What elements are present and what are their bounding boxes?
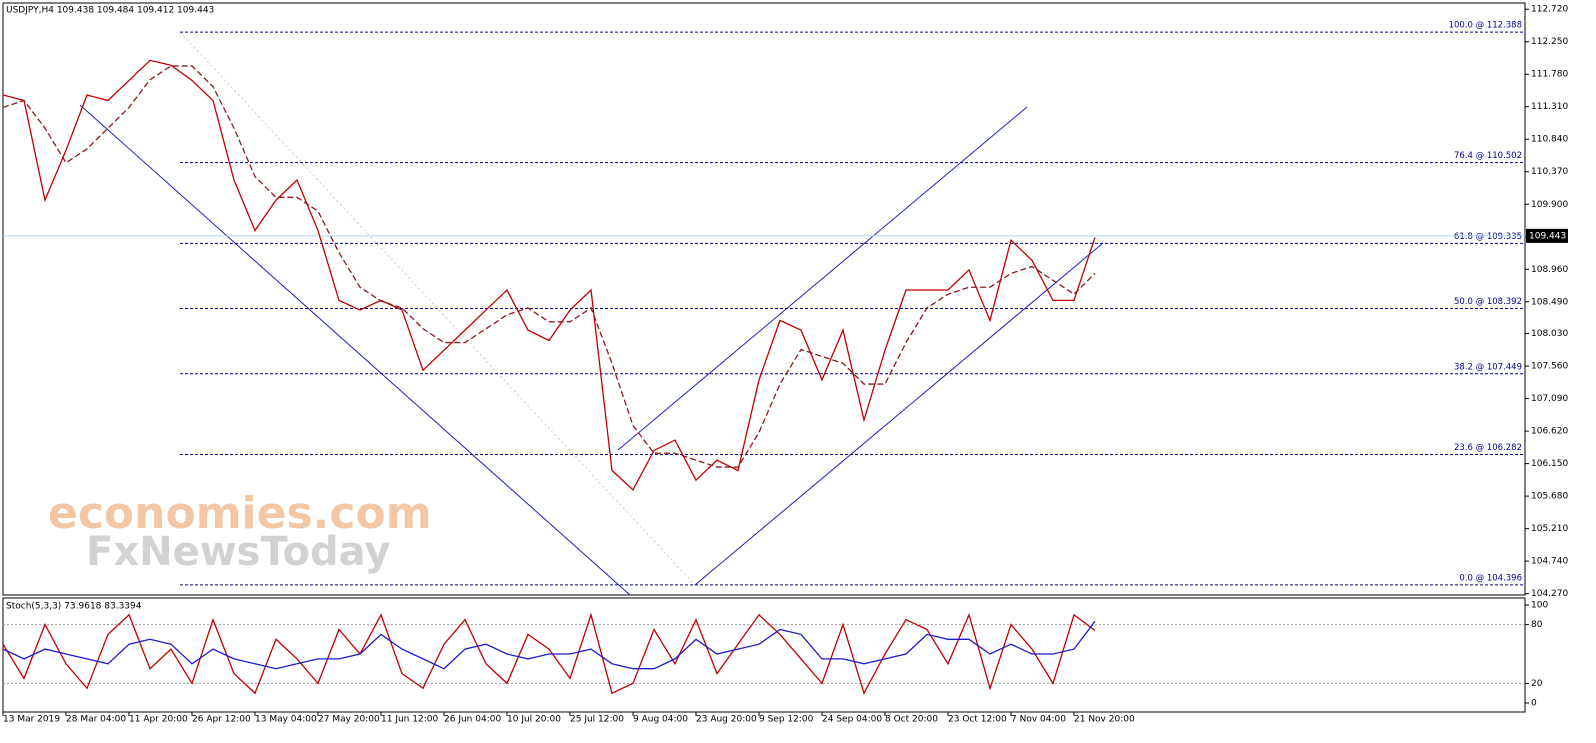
watermark-text: FxNewsToday xyxy=(86,529,390,575)
series-line xyxy=(2,65,1096,468)
x-tick-label: 26 Jun 04:00 xyxy=(444,715,501,725)
x-tick-label: 9 Aug 04:00 xyxy=(633,715,688,725)
fib-label: 38.2 @ 107.449 xyxy=(1454,362,1522,372)
x-tick-label: 10 Jul 20:00 xyxy=(507,715,561,725)
y-tick-label: 110.840 xyxy=(1531,135,1568,145)
x-tick-label: 28 Mar 04:00 xyxy=(66,715,126,725)
y-tick-label: 106.150 xyxy=(1531,459,1568,469)
y-tick-label: 110.370 xyxy=(1531,167,1568,177)
x-tick-label: 13 May 04:00 xyxy=(255,715,317,725)
y-tick-label: 20 xyxy=(1531,679,1543,689)
x-tick-label: 8 Oct 20:00 xyxy=(885,715,938,725)
y-tick-label: 100 xyxy=(1531,601,1548,611)
price-box xyxy=(1526,228,1568,243)
fib-label: 76.4 @ 110.502 xyxy=(1454,151,1522,161)
y-tick-label: 107.560 xyxy=(1531,362,1568,372)
y-tick-label: 106.620 xyxy=(1531,427,1568,437)
y-tick-label: 111.780 xyxy=(1531,70,1568,80)
x-tick-label: 13 Mar 2019 xyxy=(3,715,60,725)
y-tick-label: 111.310 xyxy=(1531,102,1568,112)
y-tick-label: 109.900 xyxy=(1531,200,1568,210)
y-tick-label: 0 xyxy=(1531,699,1537,709)
y-tick-label: 108.960 xyxy=(1531,265,1568,275)
series-line xyxy=(2,612,1096,695)
fib-label: 50.0 @ 108.392 xyxy=(1454,297,1522,307)
y-tick-label: 80 xyxy=(1531,620,1543,630)
y-tick-label: 112.720 xyxy=(1531,5,1568,15)
trendline xyxy=(79,104,631,596)
y-tick-label: 108.030 xyxy=(1531,329,1568,339)
series-line xyxy=(2,620,1096,670)
watermark: economies.com FxNewsToday xyxy=(48,488,432,575)
stoch-panel xyxy=(2,597,1526,713)
y-tick-label: 104.740 xyxy=(1531,557,1568,567)
fib-label: 100.0 @ 112.388 xyxy=(1449,21,1522,31)
x-tick-label: 21 Nov 20:00 xyxy=(1074,715,1135,725)
y-tick-label: 105.680 xyxy=(1531,492,1568,502)
trendline xyxy=(617,106,1028,451)
y-tick-label: 104.270 xyxy=(1531,589,1568,599)
x-tick-label: 26 Apr 12:00 xyxy=(192,715,251,725)
x-tick-label: 11 Jun 12:00 xyxy=(381,715,438,725)
x-tick-label: 24 Sep 04:00 xyxy=(822,715,882,725)
x-tick-label: 9 Sep 12:00 xyxy=(759,715,814,725)
x-tick-label: 11 Apr 20:00 xyxy=(129,715,188,725)
x-tick-label: 25 Jul 12:00 xyxy=(570,715,624,725)
y-tick-label: 108.490 xyxy=(1531,297,1568,307)
fib-label: 23.6 @ 106.282 xyxy=(1454,443,1522,453)
price-panel xyxy=(2,2,1526,596)
y-tick-label: 107.090 xyxy=(1531,394,1568,404)
trendline xyxy=(694,242,1104,586)
indicator-title: Stoch(5,3,3) 73.9618 83.3394 xyxy=(6,602,142,612)
fib-label: 61.8 @ 109.335 xyxy=(1454,232,1522,242)
series-line xyxy=(2,59,1096,491)
fib-label: 0.0 @ 104.396 xyxy=(1459,573,1522,583)
x-tick-label: 23 Aug 20:00 xyxy=(696,715,757,725)
fib-baseline xyxy=(179,31,696,586)
y-tick-label: 112.250 xyxy=(1531,37,1568,47)
y-tick-label: 105.210 xyxy=(1531,524,1568,534)
x-tick-label: 7 Nov 04:00 xyxy=(1011,715,1066,725)
watermark-text: economies.com xyxy=(48,488,432,539)
price-label: 109.443 xyxy=(1529,231,1566,241)
x-tick-label: 23 Oct 12:00 xyxy=(948,715,1007,725)
x-tick-label: 27 May 20:00 xyxy=(318,715,380,725)
chart-title: USDJPY,H4 109.438 109.484 109.412 109.44… xyxy=(6,6,214,16)
